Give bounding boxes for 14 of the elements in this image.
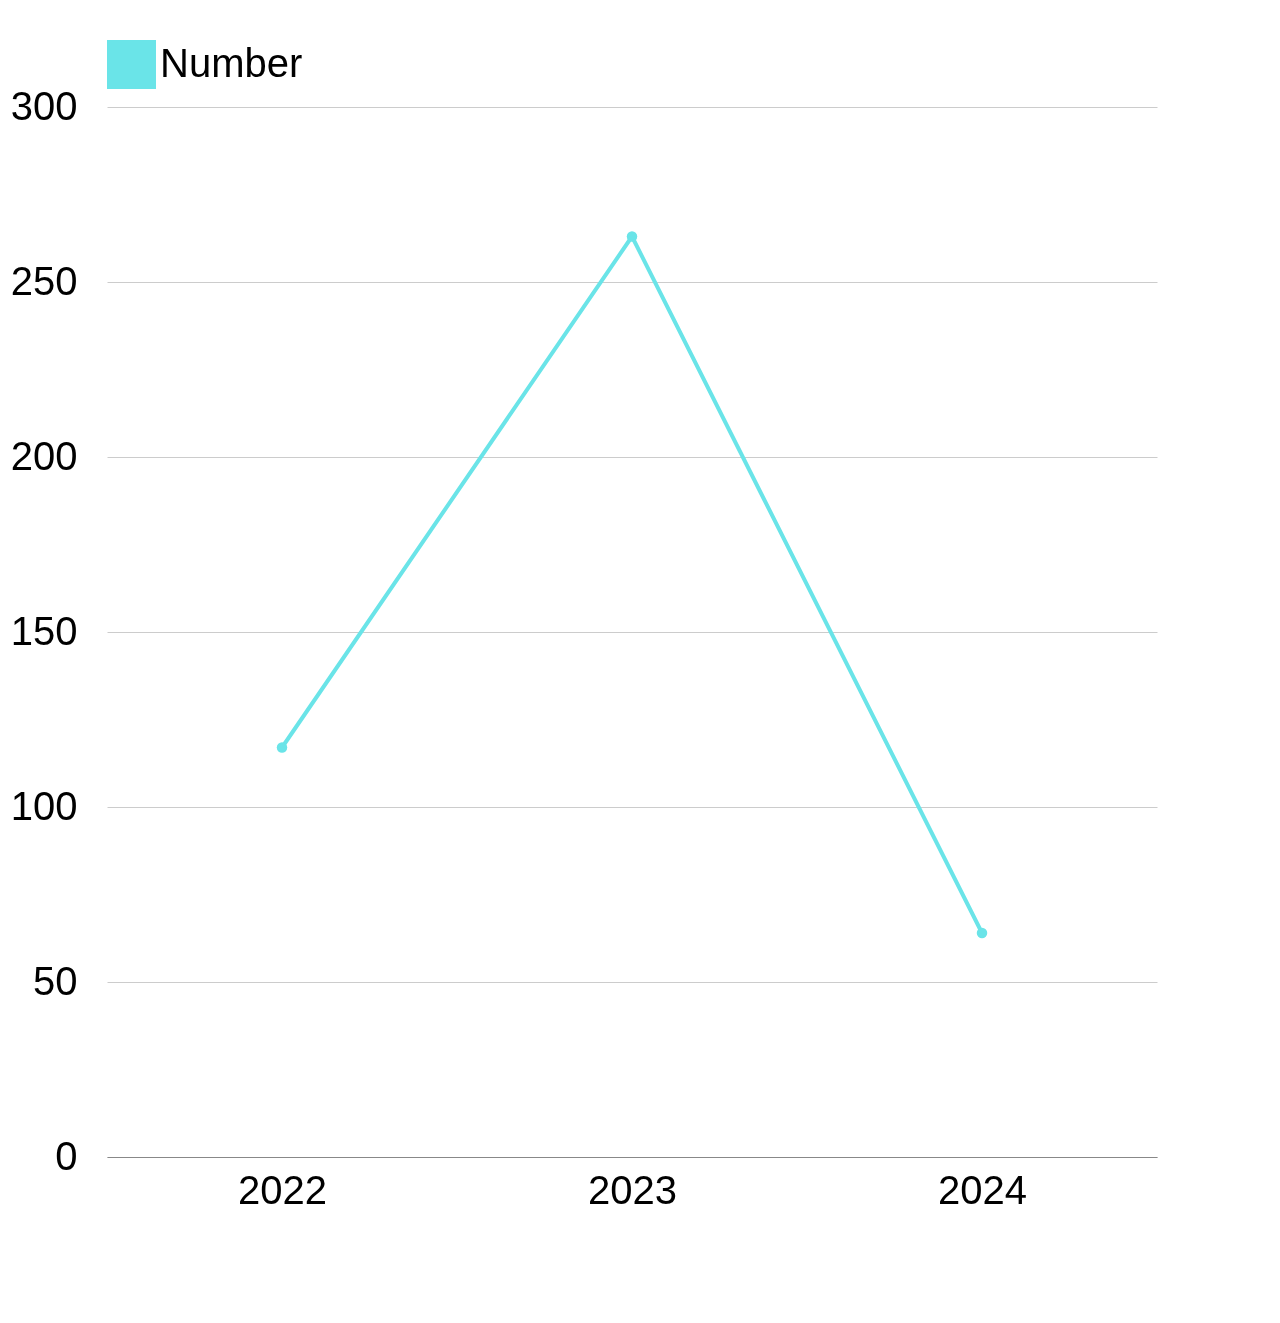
- x-tick-label: 2022: [238, 1167, 327, 1212]
- point: [276, 742, 288, 753]
- y-tick-label: 50: [33, 958, 78, 1003]
- point: [626, 231, 638, 242]
- y-tick-label: 100: [10, 783, 78, 828]
- y-tick-label: 0: [55, 1133, 78, 1178]
- y-tick-label: 150: [10, 608, 78, 653]
- legend-label: Number: [160, 40, 303, 85]
- y-tick-label: 250: [10, 258, 78, 303]
- y-tick-label: 200: [10, 433, 78, 478]
- x-tick-label: 2024: [938, 1167, 1027, 1212]
- y-tick-label: 300: [10, 83, 78, 128]
- x-tick-label: 2023: [588, 1167, 677, 1212]
- point: [976, 927, 988, 939]
